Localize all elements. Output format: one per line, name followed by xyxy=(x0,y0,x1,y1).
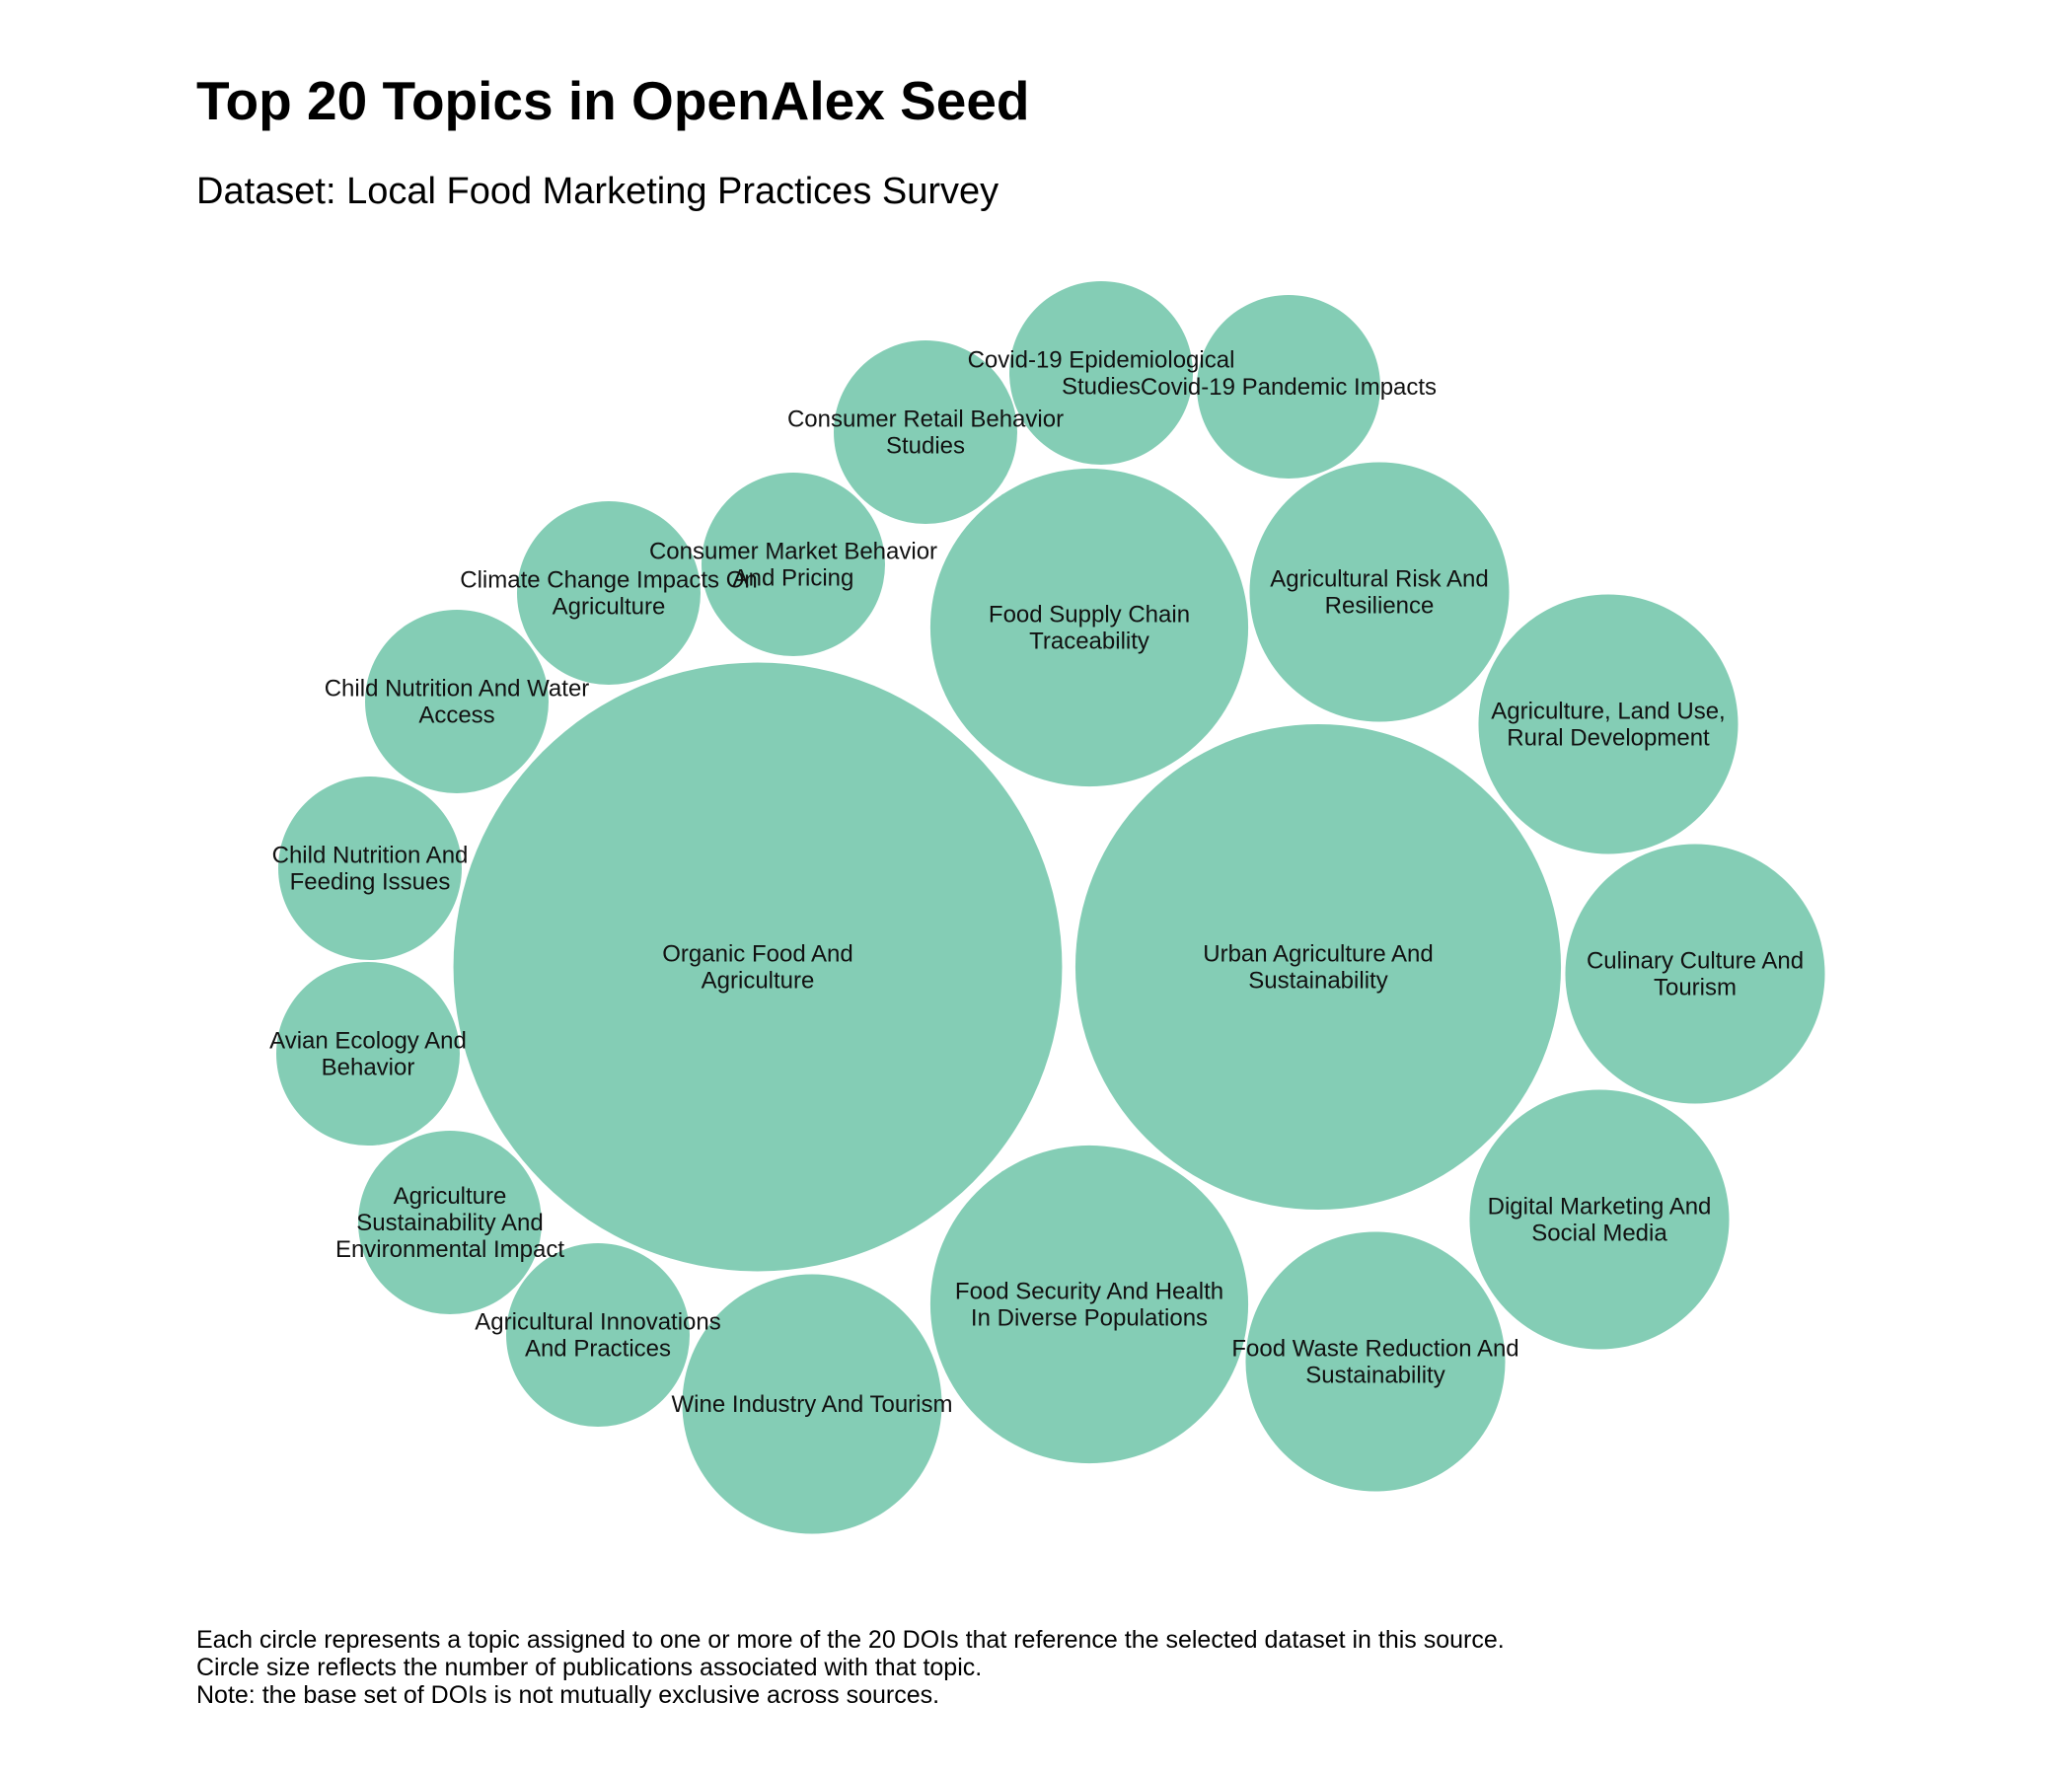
bubble-child-nutrition-and-feeding-issues xyxy=(278,777,462,960)
bubble-label-agricultural-innovations-and-practices: Agricultural Innovations And Practices xyxy=(475,1309,720,1363)
chart-subtitle: Dataset: Local Food Marketing Practices … xyxy=(196,171,999,212)
bubble-organic-food-and-agriculture xyxy=(453,662,1063,1272)
bubble-label-culinary-culture-and-tourism: Culinary Culture And Tourism xyxy=(1587,948,1804,1001)
bubble-food-waste-reduction-and-sustainability xyxy=(1245,1231,1506,1492)
bubble-label-agricultural-risk-and-resilience: Agricultural Risk And Resilience xyxy=(1270,566,1488,620)
bubble-child-nutrition-and-water-access xyxy=(365,610,549,793)
bubble-label-urban-agriculture-and-sustainability: Urban Agriculture And Sustainability xyxy=(1203,941,1433,995)
bubble-label-food-supply-chain-traceability: Food Supply Chain Traceability xyxy=(989,602,1190,655)
bubble-consumer-retail-behavior-studies xyxy=(834,340,1017,524)
bubble-label-wine-industry-and-tourism: Wine Industry And Tourism xyxy=(671,1391,952,1418)
bubble-label-child-nutrition-and-water-access: Child Nutrition And Water Access xyxy=(325,676,590,729)
bubble-label-child-nutrition-and-feeding-issues: Child Nutrition And Feeding Issues xyxy=(272,843,469,896)
bubble-covid-19-pandemic-impacts xyxy=(1197,295,1380,479)
bubble-digital-marketing-and-social-media xyxy=(1469,1089,1730,1350)
bubble-climate-change-impacts-on-agriculture xyxy=(517,501,701,685)
bubble-label-covid-19-pandemic-impacts: Covid-19 Pandemic Impacts xyxy=(1141,374,1437,401)
bubble-label-food-waste-reduction-and-sustainability: Food Waste Reduction And Sustainability xyxy=(1231,1336,1518,1389)
bubble-label-organic-food-and-agriculture: Organic Food And Agriculture xyxy=(662,941,852,995)
bubble-avian-ecology-and-behavior xyxy=(276,962,460,1146)
caption-line: Each circle represents a topic assigned … xyxy=(196,1626,1505,1654)
bubble-label-climate-change-impacts-on-agriculture: Climate Change Impacts On Agriculture xyxy=(460,567,757,621)
bubble-agricultural-innovations-and-practices xyxy=(506,1243,690,1427)
bubble-label-agriculture-land-use-rural-development: Agriculture, Land Use, Rural Development xyxy=(1491,699,1725,752)
bubble-food-security-and-health-in-diverse-populations xyxy=(929,1145,1249,1464)
bubble-label-avian-ecology-and-behavior: Avian Ecology And Behavior xyxy=(269,1028,467,1081)
bubble-culinary-culture-and-tourism xyxy=(1565,844,1825,1104)
chart-title: Top 20 Topics in OpenAlex Seed xyxy=(196,70,1030,131)
bubble-label-consumer-market-behavior-and-pricing: Consumer Market Behavior And Pricing xyxy=(649,539,937,592)
caption: Each circle represents a topic assigned … xyxy=(196,1626,1505,1709)
bubble-consumer-market-behavior-and-pricing xyxy=(702,473,885,656)
bubble-label-digital-marketing-and-social-media: Digital Marketing And Social Media xyxy=(1488,1194,1712,1247)
bubble-food-supply-chain-traceability xyxy=(929,468,1249,787)
caption-line: Note: the base set of DOIs is not mutual… xyxy=(196,1681,940,1709)
bubble-label-food-security-and-health-in-diverse-populations: Food Security And Health In Diverse Popul… xyxy=(955,1279,1223,1332)
bubble-covid-19-epidemiological-studies xyxy=(1009,281,1193,465)
bubble-agricultural-risk-and-resilience xyxy=(1249,462,1510,722)
bubble-label-agriculture-sustainability-and-environmental-impact: Agriculture Sustainability And Environment… xyxy=(335,1183,564,1263)
bubble-agriculture-sustainability-and-environmental-impact xyxy=(358,1131,542,1314)
bubble-wine-industry-and-tourism xyxy=(682,1274,942,1534)
bubble-label-consumer-retail-behavior-studies: Consumer Retail Behavior Studies xyxy=(787,407,1064,460)
bubble-urban-agriculture-and-sustainability xyxy=(1074,723,1562,1211)
caption-line: Circle size reflects the number of publi… xyxy=(196,1654,983,1681)
bubble-label-covid-19-epidemiological-studies: Covid-19 Epidemiological Studies xyxy=(968,347,1235,401)
bubble-agriculture-land-use-rural-development xyxy=(1478,594,1739,854)
